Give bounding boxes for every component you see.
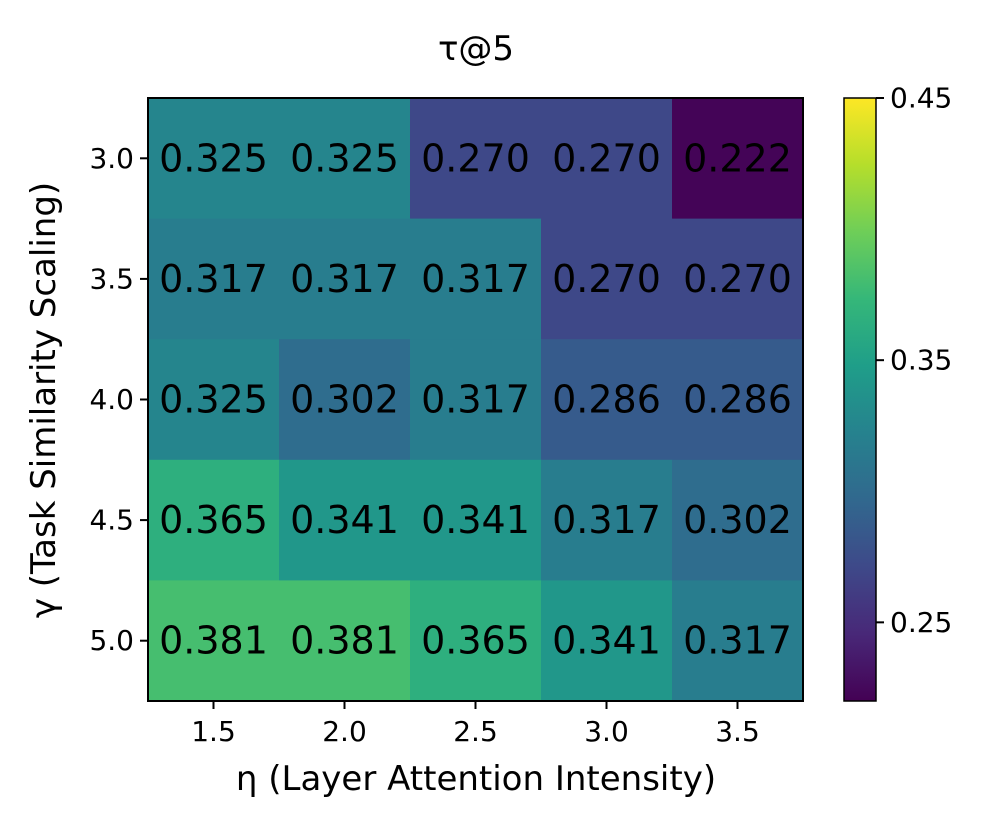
cell-value-label: 0.325 [159, 136, 268, 180]
x-tick-label: 3.0 [584, 715, 629, 748]
cell-value-label: 0.325 [290, 136, 399, 180]
cell-value-label: 0.317 [683, 619, 792, 663]
x-tick-label: 2.0 [322, 715, 367, 748]
heatmap-cell [410, 339, 542, 461]
cell-value-label: 0.270 [552, 257, 661, 301]
heatmap-cell [672, 459, 804, 581]
colorbar [843, 97, 877, 702]
heatmap-cell [672, 580, 804, 702]
cell-value-label: 0.325 [159, 378, 268, 422]
heatmap-cell [672, 339, 804, 461]
x-tick-label: 3.5 [715, 715, 760, 748]
cell-value-label: 0.317 [421, 378, 530, 422]
x-tick-label: 1.5 [191, 715, 236, 748]
x-axis-ticks: 1.5 2.0 2.5 3.0 3.5 [191, 701, 760, 748]
y-tick-label: 4.0 [89, 383, 134, 416]
x-axis-label: η (Layer Attention Intensity) [236, 759, 716, 799]
heatmap-cell [410, 218, 542, 340]
heatmap-cell [541, 218, 673, 340]
cell-value-label: 0.302 [683, 498, 792, 542]
y-axis-ticks: 3.0 3.5 4.0 4.5 5.0 [89, 142, 148, 657]
heatmap-cell [541, 580, 673, 702]
heatmap-cell [541, 459, 673, 581]
heatmap-cell [541, 339, 673, 461]
colorbar-ticks: 0.45 0.35 0.25 [876, 82, 952, 639]
heatmap-cell [148, 339, 280, 461]
cell-value-label: 0.381 [290, 619, 399, 663]
cell-value-label: 0.365 [421, 619, 530, 663]
cell-value-label: 0.286 [683, 378, 792, 422]
chart-title: τ@5 [438, 29, 514, 69]
heatmap-cell [148, 98, 280, 220]
cell-value-label: 0.341 [421, 498, 530, 542]
heatmap-cell [279, 98, 411, 220]
cell-value-label: 0.317 [421, 257, 530, 301]
cell-value-label: 0.317 [290, 257, 399, 301]
heatmap-cell [410, 459, 542, 581]
heatmap-cell [279, 459, 411, 581]
y-axis-label: γ (Task Similarity Scaling) [24, 182, 64, 618]
colorbar-tick-label: 0.35 [890, 344, 952, 377]
heatmap-cell [148, 459, 280, 581]
heatmap-cell [148, 580, 280, 702]
y-tick-label: 3.5 [89, 262, 134, 295]
cell-value-label: 0.302 [290, 378, 399, 422]
heatmap-cells: 0.325 0.325 0.270 0.270 0.222 0.317 0.317 0.317… [148, 98, 804, 702]
heatmap-cell [672, 98, 804, 220]
x-tick-label: 2.5 [453, 715, 498, 748]
cell-value-label: 0.381 [159, 619, 268, 663]
colorbar-tick-label: 0.45 [890, 82, 952, 115]
cell-value-label: 0.222 [683, 136, 792, 180]
cell-value-label: 0.341 [552, 619, 661, 663]
heatmap-cell [410, 98, 542, 220]
cell-value-label: 0.270 [552, 136, 661, 180]
y-tick-label: 3.0 [89, 142, 134, 175]
cell-value-label: 0.317 [552, 498, 661, 542]
heatmap-cell [410, 580, 542, 702]
cell-value-label: 0.341 [290, 498, 399, 542]
cell-value-label: 0.270 [683, 257, 792, 301]
heatmap-cell [541, 98, 673, 220]
cell-value-label: 0.270 [421, 136, 530, 180]
heatmap-cell [279, 218, 411, 340]
cell-value-label: 0.286 [552, 378, 661, 422]
cell-value-label: 0.317 [159, 257, 268, 301]
heatmap-cell [672, 218, 804, 340]
y-tick-label: 4.5 [89, 504, 134, 537]
heatmap-cell [279, 580, 411, 702]
heatmap-cell [279, 339, 411, 461]
colorbar-tick-label: 0.25 [890, 606, 952, 639]
heatmap-cell [148, 218, 280, 340]
cell-value-label: 0.365 [159, 498, 268, 542]
y-tick-label: 5.0 [89, 624, 134, 657]
